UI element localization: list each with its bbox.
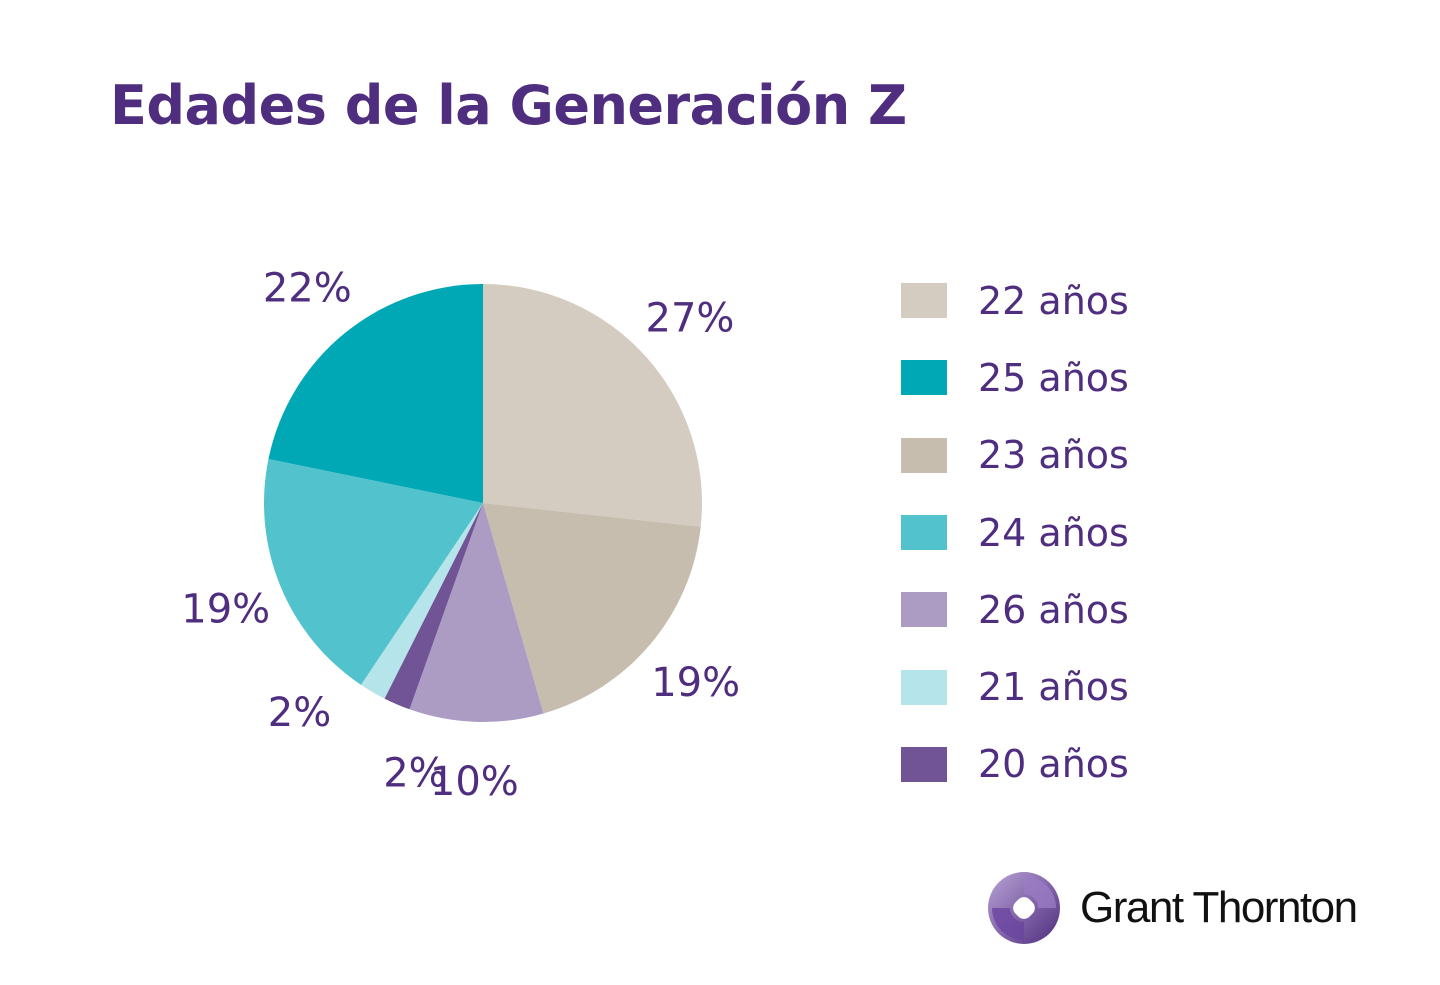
legend-item: 26 años [901,571,1129,648]
legend-item: 25 años [901,339,1129,416]
legend: 22 años 25 años 23 años 24 años 26 años 21 añ… [901,262,1129,803]
legend-label: 22 años [978,278,1129,323]
data-label: 19% [651,660,740,706]
legend-label: 25 años [978,355,1129,400]
data-label: 22% [263,266,352,312]
legend-item: 23 años [901,417,1129,494]
chart-title: Edades de la Generación Z [110,74,907,137]
data-label: 2% [383,751,446,797]
data-label: 10% [430,759,519,805]
legend-swatch [901,515,947,551]
data-label: 2% [268,690,331,736]
pie-slice-22-años [483,284,702,527]
legend-swatch [901,437,947,473]
legend-item: 20 años [901,726,1129,803]
legend-label: 24 años [978,510,1129,555]
legend-item: 21 años [901,648,1129,725]
pie-slice-24-años [264,459,483,685]
legend-item: 22 años [901,262,1129,339]
legend-label: 21 años [978,665,1129,710]
pie-slice-23-años [483,503,701,714]
pie-slice-25-años [268,284,483,503]
pie-slice-26-años [409,503,544,722]
legend-swatch [901,283,947,319]
legend-label: 20 años [978,742,1129,787]
pie-slice-21-años [360,503,483,699]
legend-item: 24 años [901,494,1129,571]
data-label: 27% [646,295,735,341]
legend-swatch [901,669,947,705]
data-label: 19% [181,586,270,632]
grant-thornton-logo: Grant Thornton [988,872,1358,944]
legend-swatch [901,746,947,782]
logo-text: Grant Thornton [1080,883,1358,932]
logo-swirl-icon [988,872,1060,944]
legend-swatch [901,592,947,628]
legend-label: 26 años [978,587,1129,632]
legend-swatch [901,360,947,396]
legend-label: 23 años [978,433,1129,478]
pie-slice-20-años [384,503,483,710]
